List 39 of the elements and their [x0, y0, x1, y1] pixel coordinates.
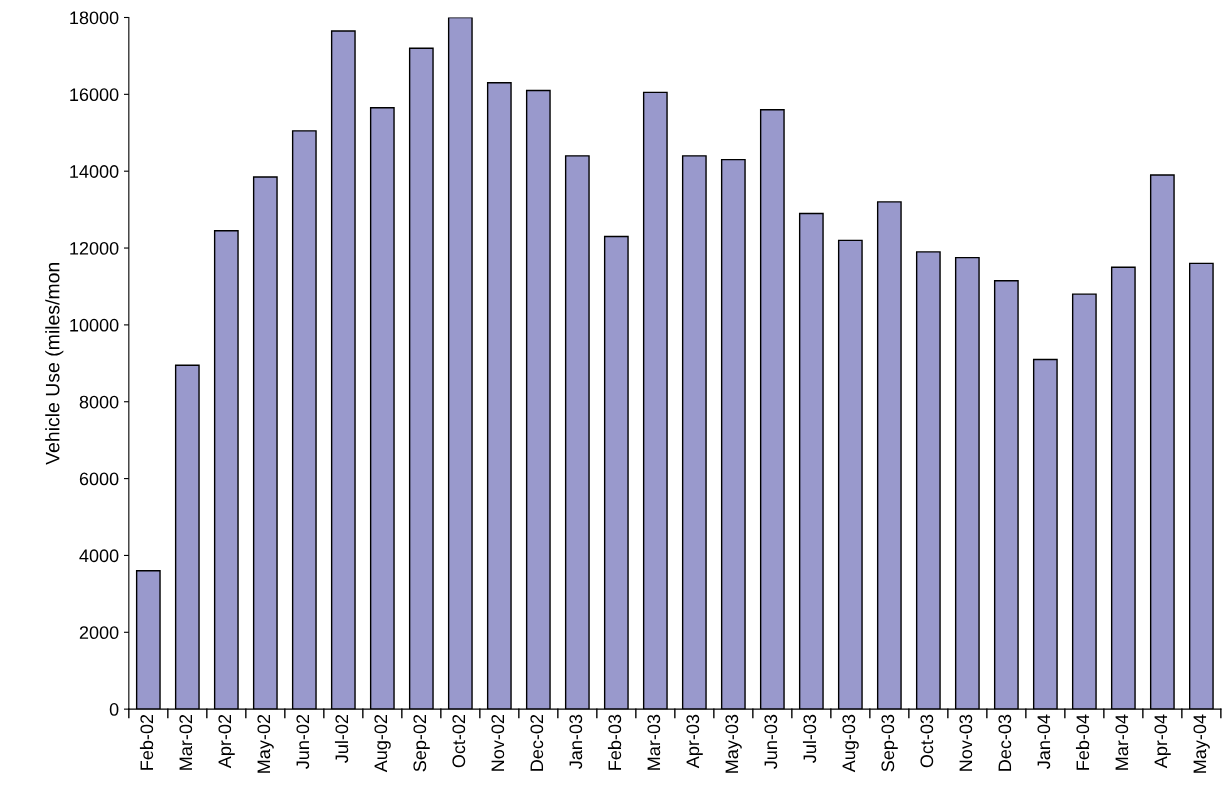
x-tick-label: Nov-03 — [959, 714, 973, 771]
x-tick-label: Jun-02 — [296, 714, 310, 769]
y-tick-label: 18000 — [70, 11, 119, 25]
y-tick-label: 0 — [109, 703, 119, 716]
x-tick-label: Sep-03 — [881, 714, 898, 772]
x-tick-label: May-03 — [725, 714, 742, 773]
x-tick-label: Apr-02 — [218, 714, 235, 769]
x-tick-label: Mar-04 — [1115, 714, 1129, 770]
x-tick-label: Oct-03 — [920, 714, 934, 768]
x-tick-label: Sep-02 — [413, 714, 430, 772]
y-tick-label: 6000 — [79, 472, 119, 486]
x-tick-label: Mar-02 — [179, 714, 193, 770]
x-tick-label: Apr-03 — [686, 714, 703, 769]
y-tick-label: 2000 — [79, 626, 119, 640]
x-tick-label: Aug-03 — [842, 714, 859, 773]
y-tick-label: 16000 — [70, 88, 119, 102]
x-tick-label: Feb-03 — [607, 714, 622, 770]
x-tick-label: Dec-02 — [530, 714, 544, 771]
x-tick-label: Aug-02 — [374, 714, 391, 773]
x-tick-label: Nov-02 — [491, 714, 505, 771]
y-tick-label: 4000 — [79, 549, 119, 563]
x-tick-label: May-04 — [1193, 714, 1210, 773]
x-tick-label: Jan-04 — [1037, 714, 1051, 769]
y-tick-label: 8000 — [79, 395, 119, 409]
y-axis-title: Vehicle Use (miles/mon — [45, 262, 64, 465]
y-tick-label: 12000 — [70, 241, 119, 255]
x-tick-label: Oct-02 — [452, 714, 466, 768]
x-tick-label: Feb-02 — [139, 714, 154, 770]
x-tick-label: Jun-03 — [764, 714, 778, 769]
y-tick-label: 14000 — [70, 165, 119, 178]
x-tick-label: Jul-03 — [802, 714, 817, 763]
x-tick-label: Dec-03 — [998, 714, 1012, 771]
x-tick-label: Jan-03 — [569, 714, 583, 769]
x-tick-label: Mar-03 — [647, 714, 661, 770]
y-tick-label: 10000 — [70, 318, 119, 332]
x-tick-label: Jul-02 — [334, 714, 349, 763]
x-tick-label: May-02 — [257, 714, 274, 773]
x-tick-label: Feb-04 — [1075, 714, 1090, 770]
x-tick-label: Apr-04 — [1154, 714, 1171, 769]
